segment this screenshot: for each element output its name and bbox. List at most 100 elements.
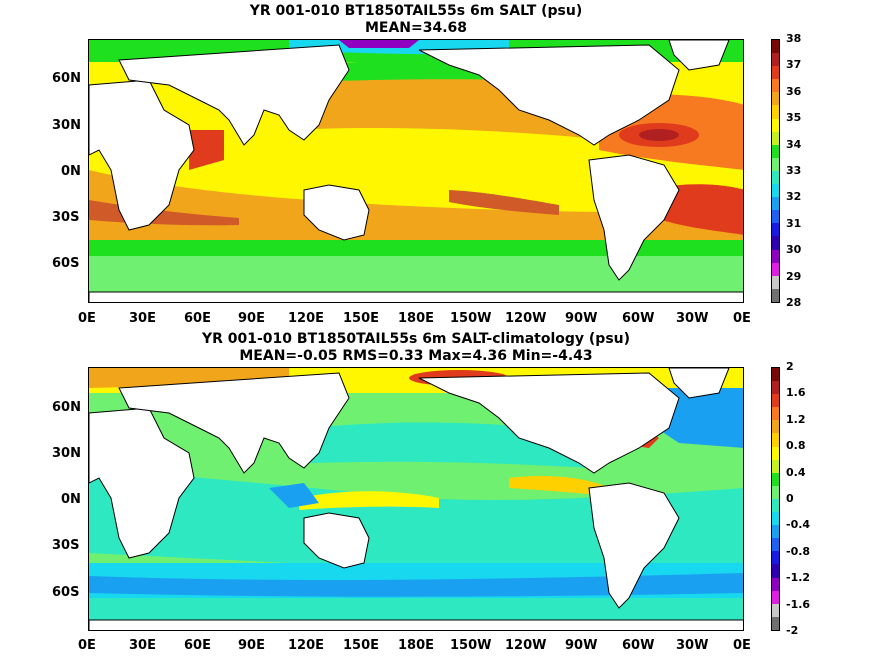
anomaly-maritime-blue (269, 483, 319, 508)
panel2-lon-0e-end: 0E (733, 638, 751, 653)
panel2-lat-label-60n: 60N (52, 400, 81, 415)
panel2-lon-0e: 0E (78, 638, 96, 653)
arctic-freshest (339, 40, 419, 48)
panel2-lon-150w: 150W (450, 638, 492, 653)
panel1-lon-0e: 0E (78, 311, 96, 326)
panel2-colorbar (771, 367, 780, 631)
panel1-title-line2: MEAN=34.68 (364, 20, 468, 36)
panel2-lon-150e: 150E (343, 638, 380, 653)
colorbar-segment (772, 105, 779, 119)
colorbar-segment (772, 66, 779, 80)
panel1-title-line1: YR 001-010 BT1850TAIL55s 6m SALT (psu) (249, 3, 583, 19)
colorbar-tick-label: 32 (786, 190, 802, 204)
colorbar-tick-label: 35 (786, 111, 802, 125)
north-america (418, 372, 680, 474)
panel2-lat-label-30s: 30S (52, 538, 80, 553)
antarctica (89, 619, 743, 630)
arabian-high (189, 130, 224, 170)
panel1-salinity-map (88, 39, 744, 303)
south-america (588, 482, 680, 609)
colorbar-segment (772, 131, 779, 145)
anomaly-southern-ocean-blue (89, 573, 743, 597)
panel1-lon-120e: 120E (288, 311, 325, 326)
panel1-colorbar (771, 39, 780, 303)
eurasia (118, 372, 350, 474)
panel2-anomaly-map (88, 367, 744, 631)
colorbar-segment (772, 262, 779, 276)
colorbar-segment (772, 498, 779, 513)
southern-ocean-green (89, 240, 743, 256)
land (89, 40, 743, 302)
colorbar-segment (772, 249, 779, 263)
north-atlantic-core (639, 129, 679, 141)
colorbar-segment (772, 472, 779, 486)
colorbar-segment (772, 223, 779, 237)
colorbar-tick-label: -0.8 (786, 544, 811, 558)
panel2-lat-label-30n: 30N (52, 446, 81, 461)
colorbar-segment (772, 564, 779, 578)
panel1-lon-150e: 150E (343, 311, 380, 326)
antarctica (89, 291, 743, 302)
colorbar-segment (772, 433, 779, 447)
panel2-lon-120e: 120E (288, 638, 325, 653)
panel2-title-line2: MEAN=-0.05 RMS=0.33 Max=4.36 Min=-4.43 (239, 348, 593, 364)
africa (89, 407, 195, 559)
africa (89, 79, 195, 231)
panel2-lon-30w: 30W (676, 638, 709, 653)
panel1-lon-90e: 90E (238, 311, 265, 326)
south-subtropics (89, 170, 743, 240)
colorbar-tick-label: -2 (786, 624, 799, 637)
colorbar-tick-label: 33 (786, 164, 802, 177)
panel1-lat-label-30n: 30N (52, 118, 81, 133)
colorbar-tick-label: 30 (786, 243, 802, 257)
greenland (668, 368, 730, 399)
colorbar-segment (772, 603, 779, 617)
panel1-lat-label-60n: 60N (52, 71, 81, 86)
colorbar-segment (772, 394, 779, 408)
colorbar-segment (772, 288, 779, 302)
panel1-lat-label-0n: 0N (61, 164, 81, 179)
panel2-map-svg (89, 368, 743, 630)
panel1-lon-0e-end: 0E (733, 311, 751, 326)
anomaly-tropical-yellow (299, 491, 439, 510)
anomaly-epac-yellow (509, 476, 609, 496)
panel1-lon-60e: 60E (184, 311, 211, 326)
colorbar-tick-label: -1.6 (786, 597, 811, 611)
panel1-lon-120w: 120W (505, 311, 547, 326)
colorbar-segment (772, 459, 779, 473)
colorbar-tick-label: 34 (786, 137, 802, 151)
panel2-lat-label-0n: 0N (61, 492, 81, 507)
panel2-lon-90w: 90W (565, 638, 598, 653)
colorbar-tick-label: 0.4 (786, 465, 806, 479)
colorbar-segment (772, 275, 779, 289)
southern-ocean-light (89, 256, 743, 286)
panel2-lon-30e: 30E (129, 638, 156, 653)
panel2-lon-90e: 90E (238, 638, 265, 653)
colorbar-tick-label: 37 (786, 58, 802, 72)
australia (303, 184, 370, 241)
colorbar-segment (772, 485, 779, 499)
colorbar-segment (772, 381, 779, 395)
colorbar-segment (772, 368, 779, 382)
panel2-lon-180e: 180E (398, 638, 435, 653)
eurasia (118, 44, 350, 146)
panel2-title-line1: YR 001-010 BT1850TAIL55s 6m SALT-climato… (201, 331, 631, 347)
panel1-lon-150w: 150W (450, 311, 492, 326)
colorbar-tick-label: 31 (786, 216, 802, 230)
colorbar-segment (772, 53, 779, 67)
colorbar-segment (772, 197, 779, 211)
colorbar-tick-label: 38 (786, 32, 802, 45)
colorbar-segment (772, 577, 779, 591)
colorbar-segment (772, 236, 779, 250)
greenland (668, 40, 730, 71)
panel1-lat-label-30s: 30S (52, 210, 80, 225)
colorbar-segment (772, 538, 779, 552)
colorbar-tick-label: 1.2 (786, 412, 806, 426)
south-america (588, 154, 680, 281)
colorbar-tick-label: -1.2 (786, 571, 811, 585)
colorbar-segment (772, 92, 779, 106)
anomaly-cyan-belt (89, 468, 743, 574)
colorbar-segment (772, 512, 779, 526)
colorbar-tick-label: 0.8 (786, 439, 806, 453)
colorbar-tick-label: 36 (786, 84, 802, 98)
